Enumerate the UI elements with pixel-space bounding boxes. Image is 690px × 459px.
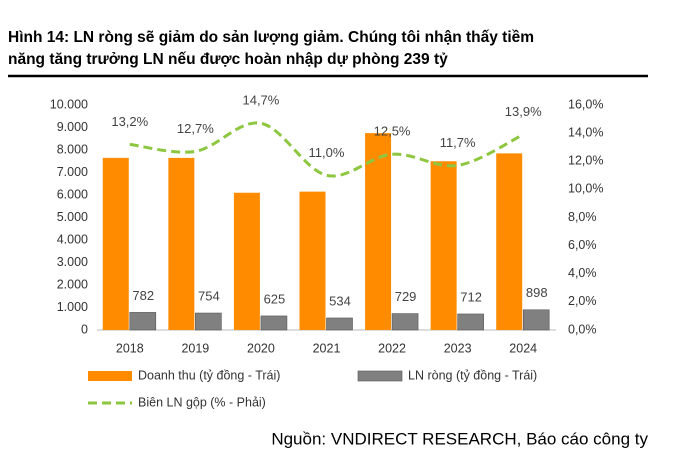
legend-label: Biên LN gộp (% - Phải) <box>138 395 266 409</box>
y-tick-label: 0 <box>81 322 88 336</box>
bar <box>496 153 523 330</box>
x-tick-label: 2019 <box>181 341 209 355</box>
bar <box>195 312 222 331</box>
bar <box>260 315 288 331</box>
legend-swatch <box>88 371 132 381</box>
y2-tick-label: 6,0% <box>568 238 597 252</box>
y2-tick-label: 2,0% <box>568 294 597 308</box>
data-label: 754 <box>198 288 220 303</box>
y2-tick-label: 14,0% <box>568 125 603 139</box>
bar <box>102 157 129 330</box>
x-tick-label: 2022 <box>378 341 406 355</box>
bar <box>326 317 353 331</box>
data-label: 14,7% <box>242 93 279 108</box>
y2-tick-label: 10,0% <box>568 182 603 196</box>
y2-tick-label: 16,0% <box>568 97 603 111</box>
data-label: 12,5% <box>374 124 411 139</box>
bar <box>365 133 392 330</box>
y-tick-label: 3.000 <box>57 255 88 269</box>
data-label: 12,7% <box>177 121 214 136</box>
bar <box>391 313 419 331</box>
data-label: 11,7% <box>440 135 476 150</box>
legend-label: Doanh thu (tỷ đồng - Trái) <box>138 368 280 382</box>
data-label: 782 <box>132 288 154 303</box>
legend-swatch <box>357 370 403 382</box>
x-tick-label: 2020 <box>247 341 275 355</box>
y-tick-label: 1.000 <box>57 300 88 314</box>
x-tick-label: 2018 <box>116 341 144 355</box>
y2-tick-label: 0,0% <box>568 322 597 336</box>
y-tick-label: 9.000 <box>57 120 88 134</box>
bar <box>430 161 457 330</box>
x-tick-label: 2023 <box>444 341 472 355</box>
y2-tick-label: 12,0% <box>568 154 603 168</box>
y2-tick-label: 4,0% <box>568 266 597 280</box>
y-tick-label: 6.000 <box>57 187 88 201</box>
data-label: 898 <box>526 285 548 300</box>
data-label: 13,9% <box>505 104 542 119</box>
y-tick-label: 2.000 <box>57 277 88 291</box>
bar <box>233 192 260 330</box>
chart-title: năng tăng trưởng LN nếu được hoàn nhập d… <box>8 51 448 68</box>
bar <box>129 312 157 331</box>
x-tick-label: 2021 <box>313 341 341 355</box>
y-tick-label: 5.000 <box>57 210 88 224</box>
y-tick-label: 4.000 <box>57 232 88 246</box>
legend-label: LN ròng (tỷ đồng - Trái) <box>408 368 537 382</box>
bar <box>522 309 550 331</box>
data-label: 729 <box>395 289 417 304</box>
y2-tick-label: 8,0% <box>568 210 597 224</box>
data-label: 625 <box>264 291 286 306</box>
y-tick-label: 8.000 <box>57 142 88 156</box>
bar <box>299 191 326 330</box>
data-label: 11,0% <box>309 145 345 160</box>
data-label: 712 <box>460 289 482 304</box>
bar <box>168 157 195 330</box>
bar <box>457 313 484 331</box>
source: Nguồn: VNDIRECT RESEARCH, Báo cáo công t… <box>271 429 648 448</box>
y-tick-label: 7.000 <box>57 165 88 179</box>
x-tick-label: 2024 <box>509 341 537 355</box>
data-label: 13,2% <box>111 114 148 129</box>
data-label: 534 <box>329 293 351 308</box>
chart-title: Hình 14: LN ròng sẽ giảm do sản lượng gi… <box>8 29 534 46</box>
y-tick-label: 10.000 <box>50 97 88 111</box>
